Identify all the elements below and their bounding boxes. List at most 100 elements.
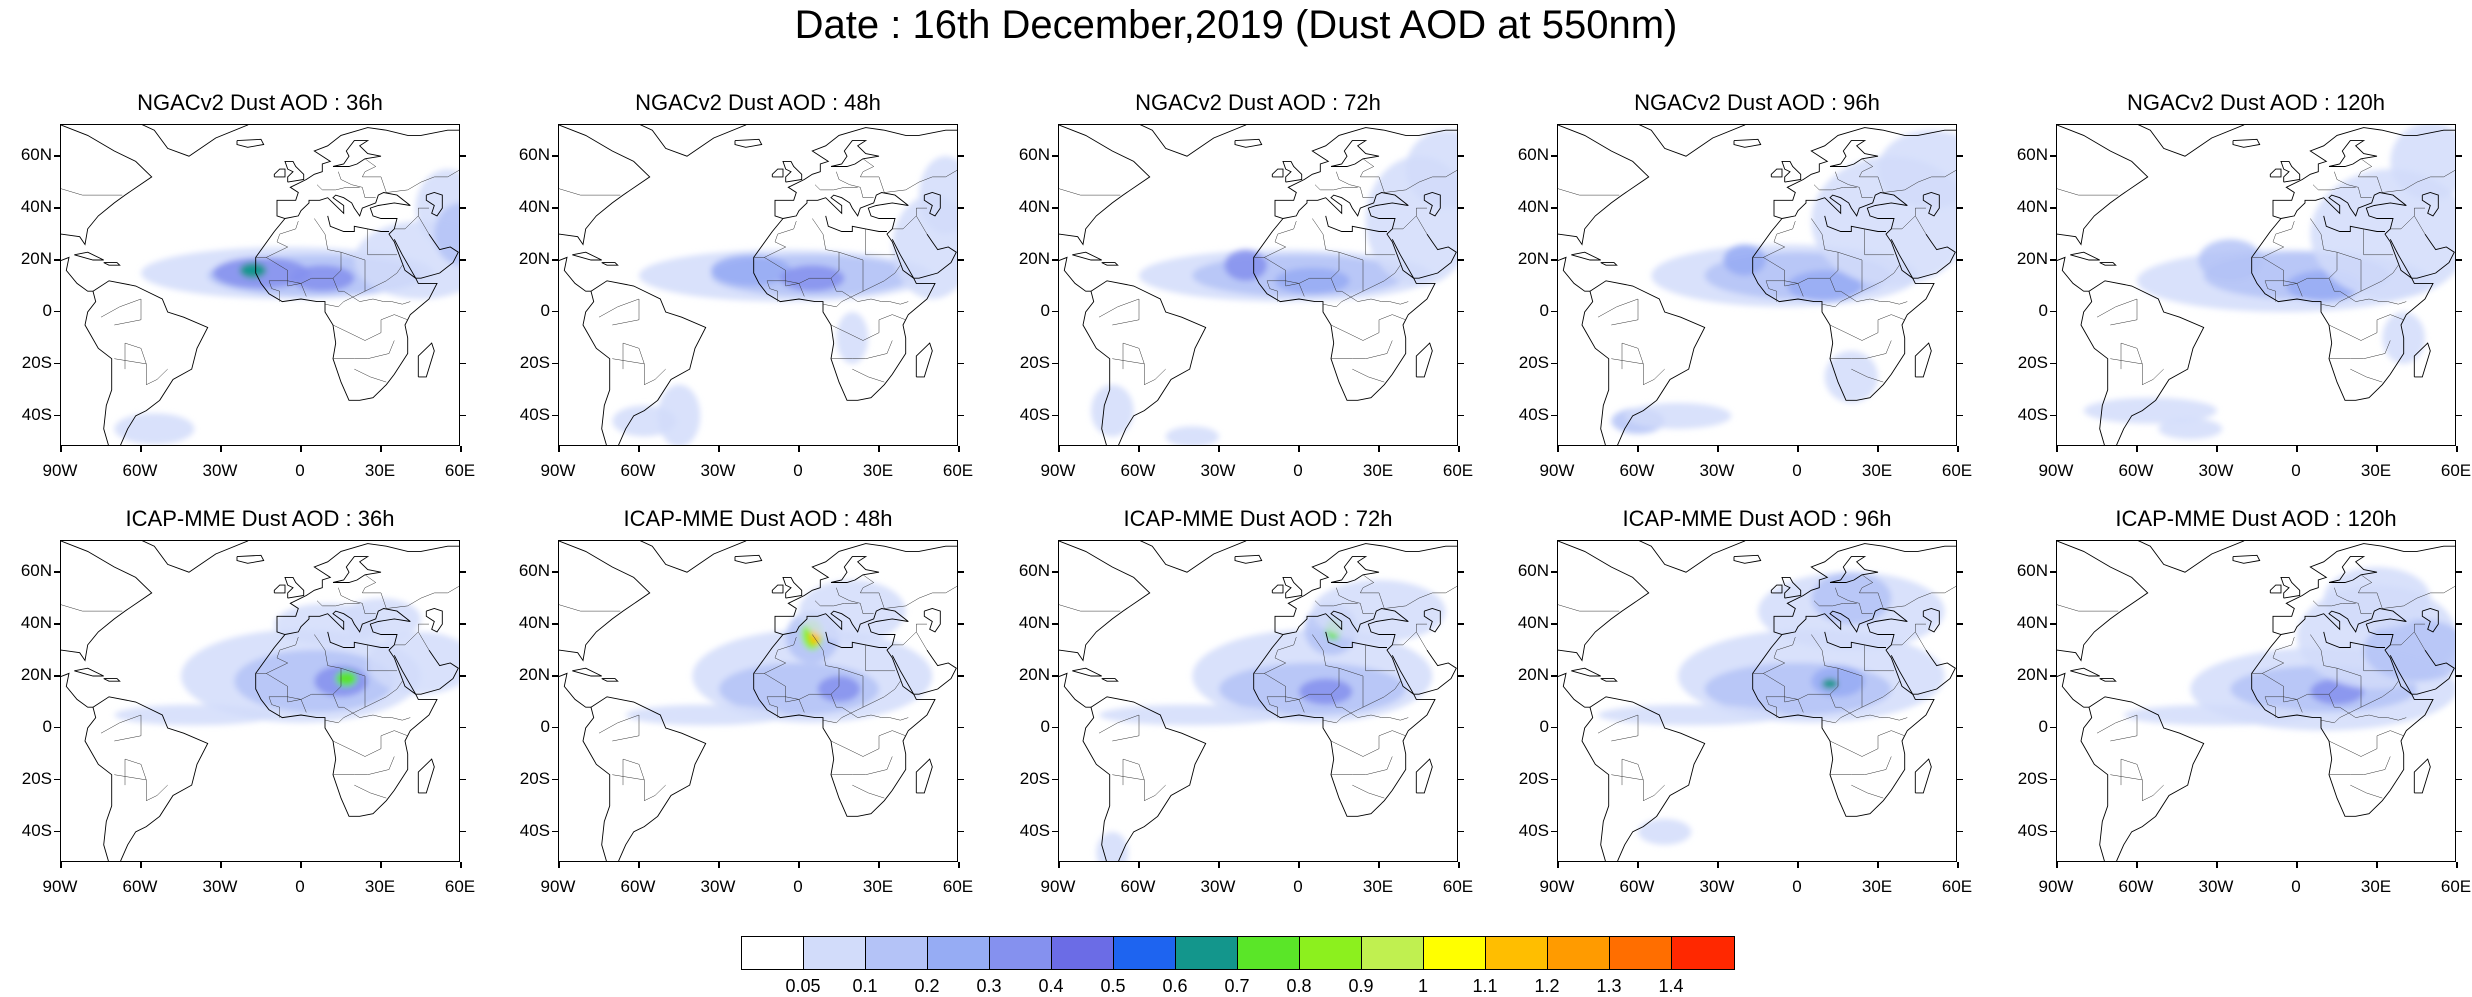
lat-tick bbox=[1052, 726, 1058, 729]
lat-label: 40N bbox=[518, 197, 550, 217]
coastline bbox=[1824, 215, 1886, 232]
lat-tick bbox=[2456, 310, 2462, 313]
country-border bbox=[1558, 604, 1620, 612]
dust-plume bbox=[1822, 678, 1838, 690]
colorbar-swatch bbox=[1114, 937, 1176, 969]
lat-label: 40S bbox=[519, 404, 550, 424]
dust-plume bbox=[114, 704, 275, 726]
coastline bbox=[2137, 125, 2245, 157]
country-border bbox=[255, 221, 299, 258]
country-border bbox=[1611, 358, 1665, 386]
lat-tick bbox=[552, 259, 558, 261]
coastline bbox=[559, 125, 651, 292]
dust-plume bbox=[114, 413, 195, 445]
country-border bbox=[612, 774, 666, 802]
lat-label: 40N bbox=[518, 613, 550, 633]
country-border bbox=[354, 368, 387, 383]
country-border bbox=[2328, 730, 2404, 757]
country-border bbox=[1597, 298, 1639, 326]
lon-label: 60E bbox=[444, 461, 476, 480]
coastline bbox=[2137, 541, 2245, 573]
dust-map bbox=[1059, 125, 1457, 445]
country-border bbox=[1378, 585, 1457, 609]
country-border bbox=[1416, 207, 1427, 216]
country-border bbox=[354, 784, 387, 799]
coastline bbox=[639, 125, 747, 157]
coastline bbox=[1139, 125, 1247, 157]
lat-tick bbox=[460, 623, 466, 625]
page-title: Date : 16th December,2019 (Dust AOD at 5… bbox=[794, 3, 1678, 47]
country-border bbox=[2110, 358, 2164, 386]
coastline bbox=[1571, 667, 1601, 677]
coastlines bbox=[61, 541, 459, 861]
coastlines bbox=[1059, 125, 1457, 445]
coastline bbox=[2269, 584, 2282, 594]
country-border bbox=[1365, 228, 1395, 256]
country-border bbox=[1359, 574, 1379, 594]
coastline bbox=[1770, 168, 1783, 178]
country-border bbox=[1864, 644, 1894, 672]
lat-tick bbox=[1551, 726, 1557, 729]
country-border bbox=[836, 587, 874, 614]
coastline bbox=[825, 215, 887, 232]
coastline bbox=[103, 262, 121, 266]
coastline bbox=[2080, 696, 2205, 861]
country-border bbox=[1611, 774, 1665, 802]
colorbar-label: 1.3 bbox=[1596, 976, 1622, 996]
lon-tick bbox=[1637, 862, 1639, 868]
lon-label: 60E bbox=[1941, 877, 1973, 896]
lat-tick bbox=[54, 362, 60, 365]
lat-label: 20S bbox=[21, 768, 52, 788]
colorbar-swatch bbox=[1052, 937, 1114, 969]
dust-plume bbox=[799, 579, 906, 643]
lat-tick bbox=[2050, 830, 2056, 833]
panel-title: ICAP-MME Dust AOD : 96h bbox=[1622, 506, 1892, 531]
country-border bbox=[1378, 169, 1457, 193]
country-border bbox=[2328, 694, 2407, 721]
lat-tick bbox=[552, 623, 558, 625]
country-border bbox=[114, 774, 168, 802]
dust-plume-layer bbox=[2083, 125, 2455, 440]
country-border bbox=[2110, 774, 2164, 802]
lon-label: 0 bbox=[793, 877, 803, 896]
lat-label: 0 bbox=[42, 716, 52, 736]
country-border bbox=[332, 314, 408, 341]
lat-tick bbox=[460, 207, 466, 209]
country-border bbox=[1597, 714, 1639, 742]
coastline bbox=[327, 215, 389, 232]
lon-tick bbox=[1797, 862, 1799, 868]
lat-tick bbox=[54, 259, 60, 261]
coastline bbox=[1282, 576, 1303, 599]
dust-plume bbox=[625, 704, 786, 726]
lon-label: 60W bbox=[122, 877, 158, 896]
country-border bbox=[2310, 634, 2338, 669]
dust-plume-layer bbox=[1091, 130, 1457, 445]
panel-title: NGACv2 Dust AOD : 120h bbox=[2127, 90, 2385, 115]
lon-tick bbox=[638, 446, 640, 452]
country-border bbox=[2096, 714, 2138, 742]
country-border bbox=[2360, 681, 2399, 708]
coastlines bbox=[61, 125, 459, 445]
lon-tick bbox=[1957, 446, 1959, 452]
lat-label: 60N bbox=[1517, 561, 1549, 581]
lat-tick bbox=[1458, 726, 1464, 729]
country-border bbox=[2328, 314, 2404, 341]
coastline bbox=[582, 280, 707, 445]
panel-title: ICAP-MME Dust AOD : 72h bbox=[1123, 506, 1393, 531]
lat-tick bbox=[460, 778, 466, 781]
country-border bbox=[394, 215, 430, 235]
lat-tick bbox=[1551, 155, 1557, 157]
lon-tick bbox=[878, 862, 880, 868]
country-border bbox=[753, 221, 797, 258]
country-border bbox=[266, 667, 366, 724]
lon-label: 30E bbox=[2360, 461, 2392, 480]
lat-tick bbox=[1458, 414, 1464, 417]
coastline bbox=[915, 342, 933, 378]
lon-tick bbox=[2296, 862, 2298, 868]
lat-tick bbox=[1458, 830, 1464, 833]
lat-tick bbox=[958, 362, 964, 365]
colorbar-swatch bbox=[1176, 937, 1238, 969]
coastline bbox=[1829, 140, 1879, 167]
country-border bbox=[2264, 696, 2303, 718]
country-border bbox=[814, 184, 858, 191]
